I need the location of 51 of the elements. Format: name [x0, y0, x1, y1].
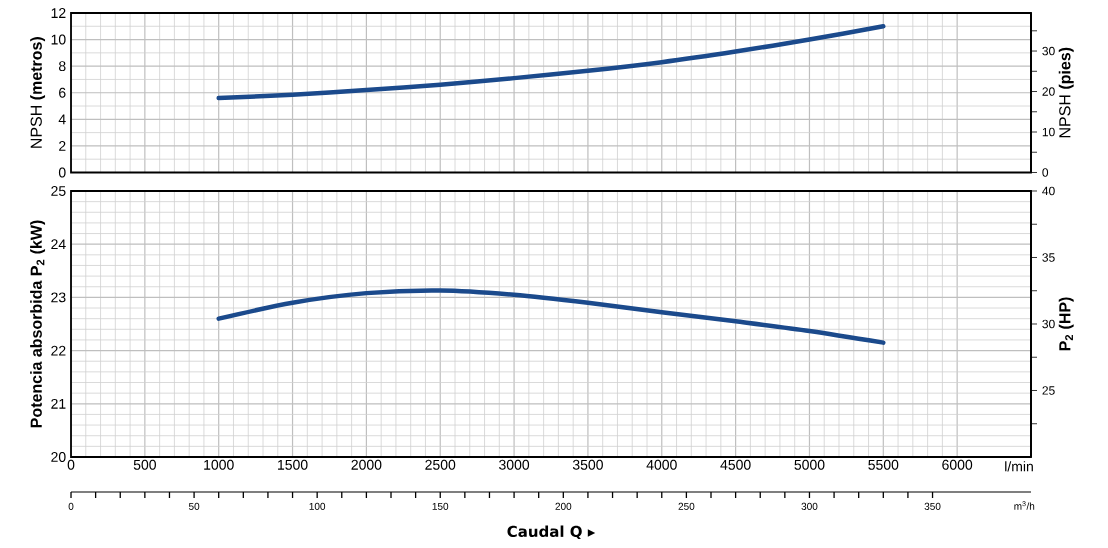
x-tick-label: 500: [133, 459, 156, 470]
x-tick-label: 2000: [351, 459, 382, 470]
y2-tick-label: 0: [1042, 168, 1049, 177]
y2-tick-label: 30: [1042, 319, 1055, 329]
x2-tick-label: 50: [188, 502, 200, 510]
y2-tick-label: 30: [1042, 46, 1055, 56]
y2-axis-title: NPSH (pies): [1058, 47, 1074, 138]
y-tick-label: 2: [59, 141, 66, 151]
y-tick-label: 10: [51, 34, 66, 45]
line-series: [216, 288, 886, 345]
x2-tick-label: 200: [555, 502, 572, 510]
x-tick-label: 0: [67, 459, 75, 470]
x-tick-label: 4500: [720, 459, 751, 470]
y-tick-label: 0: [58, 167, 66, 178]
x-tick-label: 3000: [499, 459, 530, 470]
x2-tick-label: 150: [432, 502, 449, 510]
y-tick-label: 8: [58, 61, 66, 72]
x-tick-label: 2500: [425, 459, 456, 470]
y2-tick-label: 40: [1042, 186, 1055, 196]
text: l/min: [1005, 461, 1033, 472]
x2-tick-label: 0: [68, 502, 74, 510]
y-tick-label: 20: [51, 452, 66, 462]
x2-tick-label: 350: [924, 502, 941, 510]
x2-tick-label: 100: [309, 502, 326, 510]
y-tick-label: 25: [51, 186, 66, 196]
x2-axis-title: m$^{3}$/h: [1014, 501, 1035, 510]
y2-tick-label: 25: [1042, 386, 1055, 395]
x-tick-label: 3500: [572, 459, 603, 470]
y-tick-label: 6: [59, 87, 66, 98]
x2-tick-label: 300: [801, 502, 818, 510]
y-tick-label: 21: [51, 398, 66, 409]
line-series: [216, 24, 886, 101]
y2-tick-label: 20: [1042, 87, 1055, 96]
x-tick-label: 6000: [942, 459, 973, 470]
y2-axis-title: P$_{2}$ (HP): [1058, 297, 1074, 351]
y-axis-title: NPSH (metros): [30, 37, 46, 148]
x-tick-label: 5500: [868, 459, 899, 470]
y-tick-label: 22: [51, 345, 66, 356]
y-tick-label: 23: [51, 292, 66, 303]
x-tick-label: 4000: [646, 459, 677, 470]
y-tick-label: 12: [51, 8, 66, 18]
y2-tick-label: 10: [1042, 127, 1055, 137]
x-tick-label: 1500: [278, 459, 308, 470]
x2-tick-label: 250: [678, 502, 695, 510]
x-tick-label: 5000: [794, 459, 825, 470]
y-tick-label: 24: [51, 239, 66, 250]
y-axis-title: Potencia absorbida P$_{2}$ (kW): [30, 220, 46, 428]
x-tick-label: 1000: [204, 459, 234, 470]
y-tick-label: 4: [58, 114, 66, 125]
x-axis-title: Caudal Q ▸: [507, 525, 596, 540]
y2-tick-label: 35: [1042, 253, 1055, 262]
